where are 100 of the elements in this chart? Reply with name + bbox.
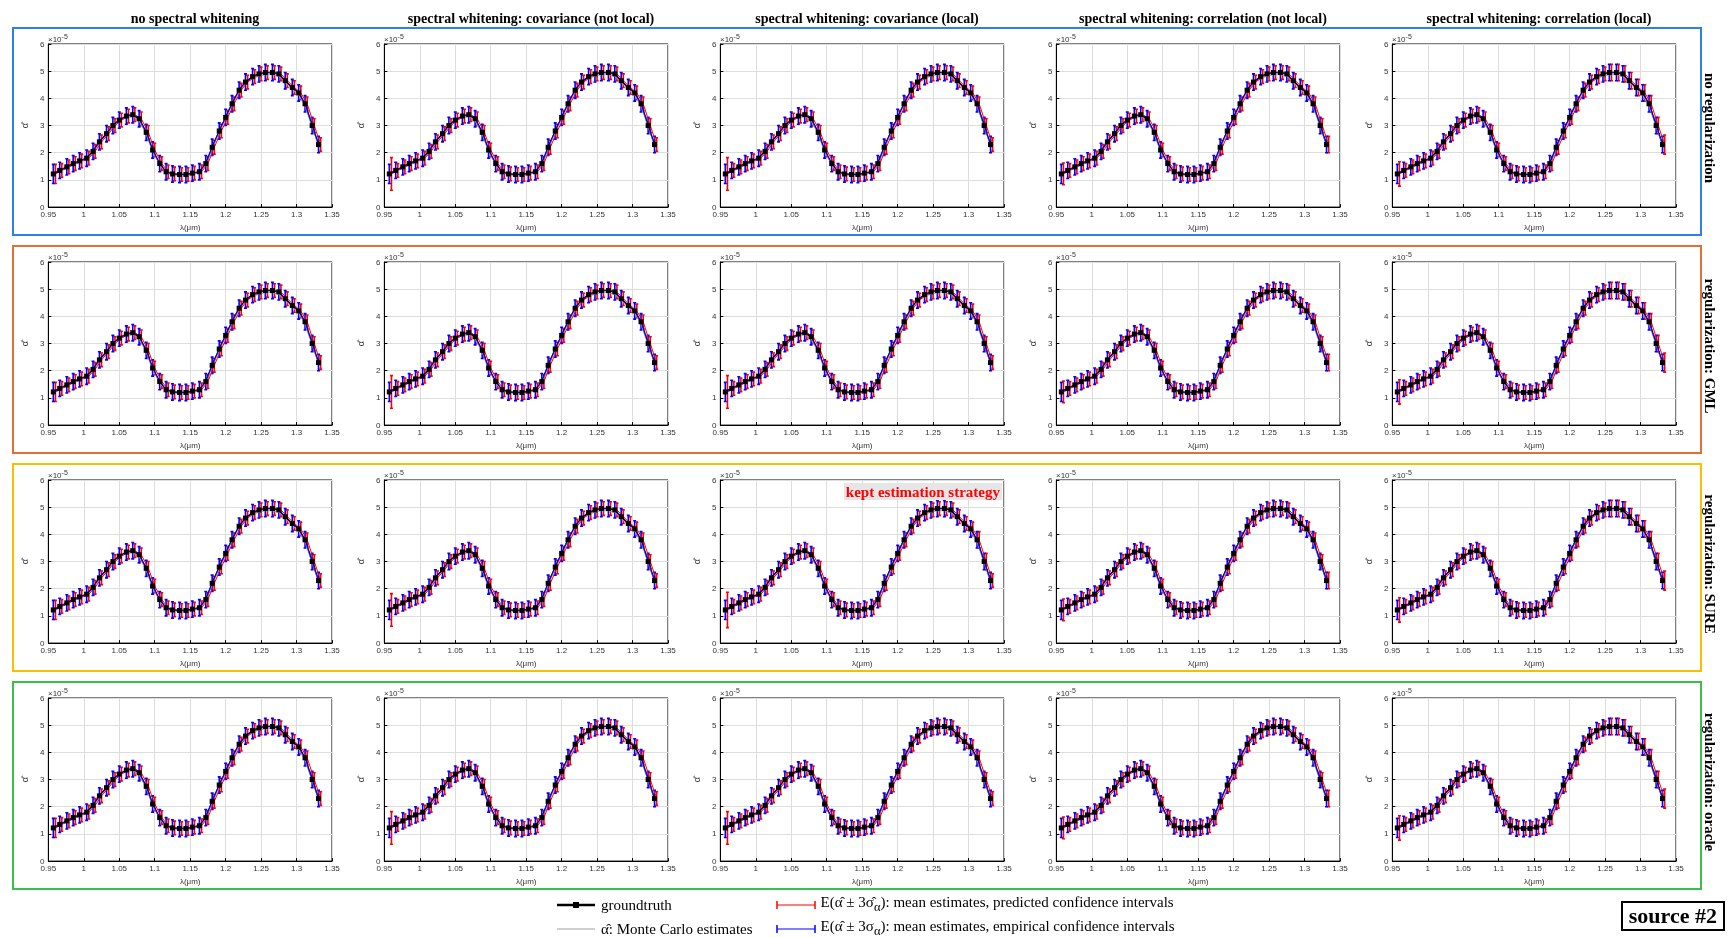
- point: [1434, 802, 1440, 808]
- point: [1501, 815, 1507, 821]
- point: [1560, 346, 1566, 352]
- point: [1600, 289, 1606, 295]
- point: [565, 101, 571, 107]
- point: [302, 755, 308, 761]
- point: [1092, 155, 1098, 161]
- y-tick-label: 6: [39, 257, 45, 267]
- chart-title: spectral whitening: covariance (not local): [407, 10, 655, 27]
- point: [954, 296, 960, 302]
- point: [881, 798, 887, 804]
- point: [841, 171, 847, 177]
- point: [1573, 101, 1579, 107]
- point: [513, 389, 519, 395]
- point: [1118, 341, 1124, 347]
- y-tick-label: 5: [1383, 284, 1389, 294]
- point: [1290, 296, 1296, 302]
- point: [1600, 71, 1606, 77]
- point: [1317, 123, 1323, 129]
- point: [1131, 113, 1137, 119]
- point: [1217, 798, 1223, 804]
- point: [545, 580, 551, 586]
- x-tick-label: 1.25: [253, 863, 270, 873]
- point: [968, 744, 974, 750]
- point: [157, 597, 163, 603]
- point: [282, 732, 288, 738]
- point: [1165, 161, 1171, 167]
- point: [432, 575, 438, 581]
- point: [1177, 171, 1183, 177]
- point: [908, 741, 914, 747]
- y-tick-label: 2: [1383, 802, 1389, 812]
- point: [1527, 607, 1533, 613]
- point: [1467, 549, 1473, 555]
- point: [1304, 526, 1310, 532]
- point: [565, 319, 571, 325]
- point: [605, 288, 611, 294]
- point: [1653, 341, 1659, 347]
- point: [1401, 603, 1407, 609]
- point: [1421, 376, 1427, 382]
- point: [1277, 70, 1283, 76]
- point: [875, 815, 881, 821]
- x-tick-label: 1.15: [182, 209, 199, 219]
- point: [974, 537, 980, 543]
- point: [269, 288, 275, 294]
- x-tick-label: 1.05: [111, 427, 128, 437]
- y-tick-label: 6: [1047, 39, 1053, 49]
- x-tick-label: 1.15: [854, 863, 871, 873]
- point: [1297, 302, 1303, 308]
- point: [722, 607, 728, 613]
- point: [143, 129, 149, 135]
- point: [1513, 171, 1519, 177]
- y-tick-label: 3: [375, 775, 381, 785]
- point: [652, 578, 658, 584]
- point: [77, 376, 83, 382]
- point: [1620, 71, 1626, 77]
- point: [1414, 379, 1420, 385]
- point: [941, 724, 947, 730]
- point: [645, 777, 651, 783]
- point: [1250, 79, 1256, 85]
- point: [1231, 114, 1237, 120]
- x-tick-label: 1.1: [1157, 863, 1169, 873]
- point: [1394, 607, 1400, 613]
- point: [177, 607, 183, 613]
- point: [1197, 606, 1203, 612]
- point: [788, 335, 794, 341]
- point: [768, 575, 774, 581]
- point: [77, 812, 83, 818]
- point: [1633, 84, 1639, 90]
- point: [1414, 815, 1420, 821]
- point: [829, 379, 835, 385]
- point: [432, 139, 438, 145]
- point: [203, 379, 209, 385]
- point: [572, 741, 578, 747]
- point: [1474, 766, 1480, 772]
- x-tick-label: 1.15: [518, 645, 535, 655]
- x-tick-label: 1.2: [556, 209, 568, 219]
- point: [928, 725, 934, 731]
- point: [822, 583, 828, 589]
- y-tick-label: 3: [711, 775, 717, 785]
- chart-title: spectral whitening: correlation (not local): [1079, 10, 1328, 27]
- y-tick-label: 4: [1383, 747, 1389, 757]
- x-tick-label: 1.05: [1455, 427, 1472, 437]
- x-tick-label: 1.35: [1332, 645, 1349, 655]
- point: [1165, 597, 1171, 603]
- point: [1258, 510, 1264, 516]
- point: [316, 360, 322, 366]
- x-tick-label: 0.95: [376, 645, 393, 655]
- point: [196, 169, 202, 175]
- point: [1606, 506, 1612, 512]
- point: [545, 144, 551, 150]
- y-tick-label: 5: [1383, 502, 1389, 512]
- point: [988, 796, 994, 802]
- y-tick-label: 1: [375, 393, 381, 403]
- point: [406, 161, 412, 167]
- y-tick-label: 2: [39, 584, 45, 594]
- x-tick-label: 1.05: [111, 645, 128, 655]
- point: [262, 288, 268, 294]
- point: [479, 565, 485, 571]
- point: [1112, 131, 1117, 137]
- point: [1653, 123, 1659, 129]
